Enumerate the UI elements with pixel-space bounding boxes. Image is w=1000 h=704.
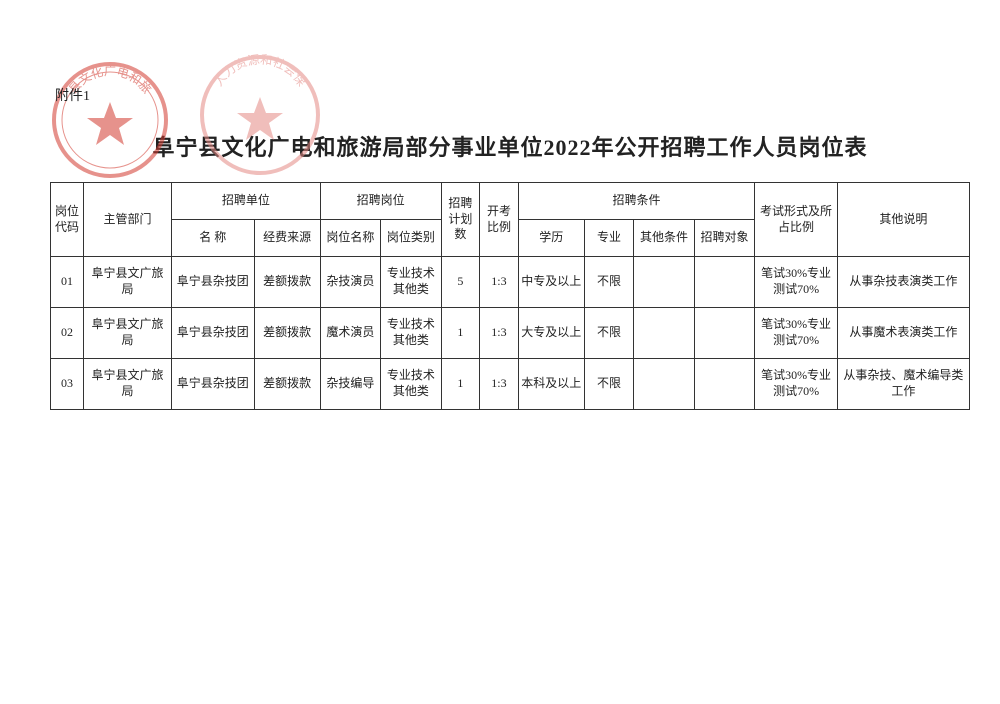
cell-unit: 阜宁县杂技团: [172, 359, 255, 410]
cell-major: 不限: [584, 257, 634, 308]
cell-ptype: 专业技术其他类: [381, 257, 442, 308]
th-unit-name: 名 称: [172, 220, 255, 257]
page-title: 阜宁县文化广电和旅游局部分事业单位2022年公开招聘工作人员岗位表: [50, 130, 970, 162]
cell-note: 从事杂技表演类工作: [837, 257, 969, 308]
cell-plan: 1: [441, 308, 480, 359]
table-row: 03阜宁县文广旅局阜宁县杂技团差额拨款杂技编导专业技术其他类11:3本科及以上不…: [51, 359, 970, 410]
cell-pname: 魔术演员: [320, 308, 381, 359]
cell-dept: 阜宁县文广旅局: [84, 257, 172, 308]
cell-ratio: 1:3: [480, 308, 519, 359]
cell-ptype: 专业技术其他类: [381, 308, 442, 359]
cell-other: [634, 308, 695, 359]
cell-edu: 本科及以上: [518, 359, 584, 410]
cell-note: 从事杂技、魔术编导类工作: [837, 359, 969, 410]
th-other: 其他条件: [634, 220, 695, 257]
th-code: 岗位代码: [51, 183, 84, 257]
cell-unit: 阜宁县杂技团: [172, 257, 255, 308]
cell-dept: 阜宁县文广旅局: [84, 359, 172, 410]
cell-major: 不限: [584, 308, 634, 359]
th-plan: 招聘计划数: [441, 183, 480, 257]
cell-target: [694, 257, 755, 308]
th-cond-group: 招聘条件: [518, 183, 755, 220]
cell-pname: 杂技编导: [320, 359, 381, 410]
cell-fund: 差额拨款: [254, 257, 320, 308]
cell-ratio: 1:3: [480, 257, 519, 308]
cell-target: [694, 359, 755, 410]
cell-unit: 阜宁县杂技团: [172, 308, 255, 359]
cell-fund: 差额拨款: [254, 359, 320, 410]
table-header: 岗位代码 主管部门 招聘单位 招聘岗位 招聘计划数 开考比例 招聘条件 考试形式…: [51, 183, 970, 257]
cell-ratio: 1:3: [480, 359, 519, 410]
cell-plan: 5: [441, 257, 480, 308]
attachment-label: 附件1: [55, 85, 90, 105]
cell-code: 01: [51, 257, 84, 308]
table-row: 02阜宁县文广旅局阜宁县杂技团差额拨款魔术演员专业技术其他类11:3大专及以上不…: [51, 308, 970, 359]
cell-ptype: 专业技术其他类: [381, 359, 442, 410]
cell-edu: 中专及以上: [518, 257, 584, 308]
table-body: 01阜宁县文广旅局阜宁县杂技团差额拨款杂技演员专业技术其他类51:3中专及以上不…: [51, 257, 970, 410]
cell-other: [634, 359, 695, 410]
cell-plan: 1: [441, 359, 480, 410]
cell-dept: 阜宁县文广旅局: [84, 308, 172, 359]
th-exam: 考试形式及所占比例: [755, 183, 838, 257]
cell-code: 02: [51, 308, 84, 359]
cell-fund: 差额拨款: [254, 308, 320, 359]
th-fund: 经费来源: [254, 220, 320, 257]
cell-exam: 笔试30%专业测试70%: [755, 257, 838, 308]
th-target: 招聘对象: [694, 220, 755, 257]
svg-text:人力资源和社会保: 人力资源和社会保: [211, 53, 308, 89]
table-row: 01阜宁县文广旅局阜宁县杂技团差额拨款杂技演员专业技术其他类51:3中专及以上不…: [51, 257, 970, 308]
cell-edu: 大专及以上: [518, 308, 584, 359]
cell-major: 不限: [584, 359, 634, 410]
cell-other: [634, 257, 695, 308]
cell-pname: 杂技演员: [320, 257, 381, 308]
cell-note: 从事魔术表演类工作: [837, 308, 969, 359]
th-unit-group: 招聘单位: [172, 183, 321, 220]
th-major: 专业: [584, 220, 634, 257]
th-dept: 主管部门: [84, 183, 172, 257]
th-edu: 学历: [518, 220, 584, 257]
th-note: 其他说明: [837, 183, 969, 257]
cell-code: 03: [51, 359, 84, 410]
job-table: 岗位代码 主管部门 招聘单位 招聘岗位 招聘计划数 开考比例 招聘条件 考试形式…: [50, 182, 970, 410]
document-page: 县文化广电和旅 人力资源和社会保 附件1 阜宁县文化广电和旅游局部分事业单位20…: [0, 0, 1000, 704]
cell-target: [694, 308, 755, 359]
cell-exam: 笔试30%专业测试70%: [755, 308, 838, 359]
th-ratio: 开考比例: [480, 183, 519, 257]
official-seal-left: 县文化广电和旅: [50, 60, 170, 180]
cell-exam: 笔试30%专业测试70%: [755, 359, 838, 410]
th-position-name: 岗位名称: [320, 220, 381, 257]
th-position-group: 招聘岗位: [320, 183, 441, 220]
th-position-type: 岗位类别: [381, 220, 442, 257]
